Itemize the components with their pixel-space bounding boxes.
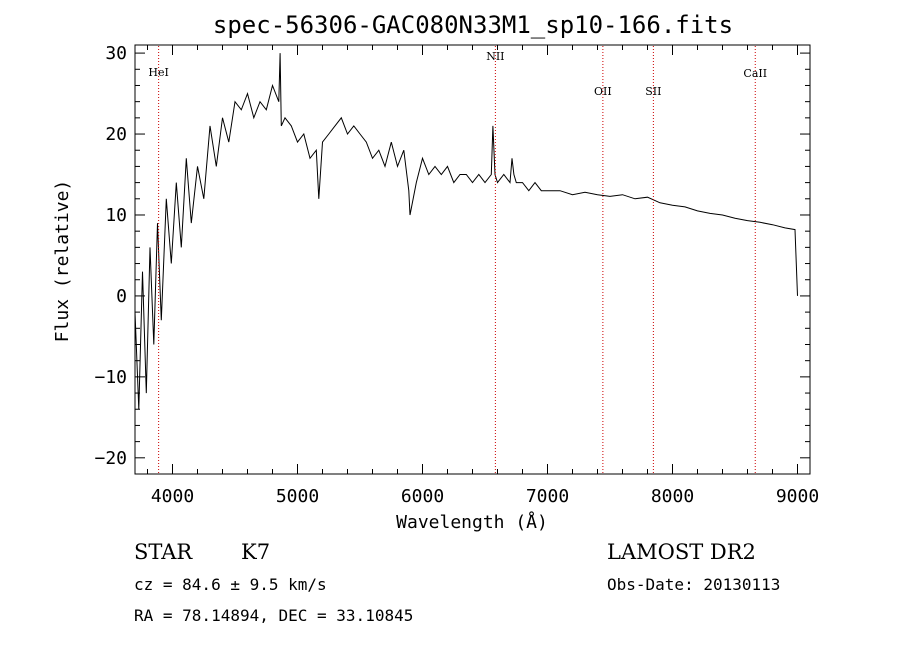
axes-frame [134,44,811,475]
y-tick-label: −20 [94,448,127,469]
redshift-cz: cz = 84.6 ± 9.5 km/s [134,575,327,594]
y-tick-label: 30 [105,43,127,64]
x-tick-label: 5000 [276,486,319,507]
x-tick-label: 4000 [151,486,194,507]
spectrum-series-line [134,53,798,410]
spectral-line-markers: HeI NII OII SII CaII [148,46,767,473]
coordinates: RA = 78.14894, DEC = 33.10845 [134,606,413,625]
line-label-oii: OII [594,85,612,98]
x-tick-label: 7000 [526,486,569,507]
object-class: STAR [134,540,193,564]
x-tick-label: 6000 [401,486,444,507]
y-tick-label: −10 [94,367,127,388]
object-subclass: K7 [241,540,270,564]
y-tick-label: 20 [105,124,127,145]
survey-name: LAMOST DR2 [607,540,756,564]
line-label-nii: NII [486,50,504,63]
x-axis: 4000 5000 6000 7000 8000 9000 [147,45,819,507]
y-axis: −20 −10 0 10 20 30 [94,43,810,469]
x-tick-label: 9000 [776,486,819,507]
x-axis-label: Wavelength (Å) [396,511,548,533]
observation-date: Obs-Date: 20130113 [607,575,780,594]
y-tick-label: 10 [105,205,127,226]
plot-area [134,53,798,410]
chart-title: spec-56306-GAC080N33M1_sp10-166.fits [213,11,733,39]
x-tick-label: 8000 [651,486,694,507]
y-tick-label: 0 [116,286,127,307]
y-axis-label: Flux (relative) [52,180,73,343]
line-label-hei: HeI [148,66,168,79]
line-label-sii: SII [645,85,661,98]
line-label-caii: CaII [743,67,767,80]
